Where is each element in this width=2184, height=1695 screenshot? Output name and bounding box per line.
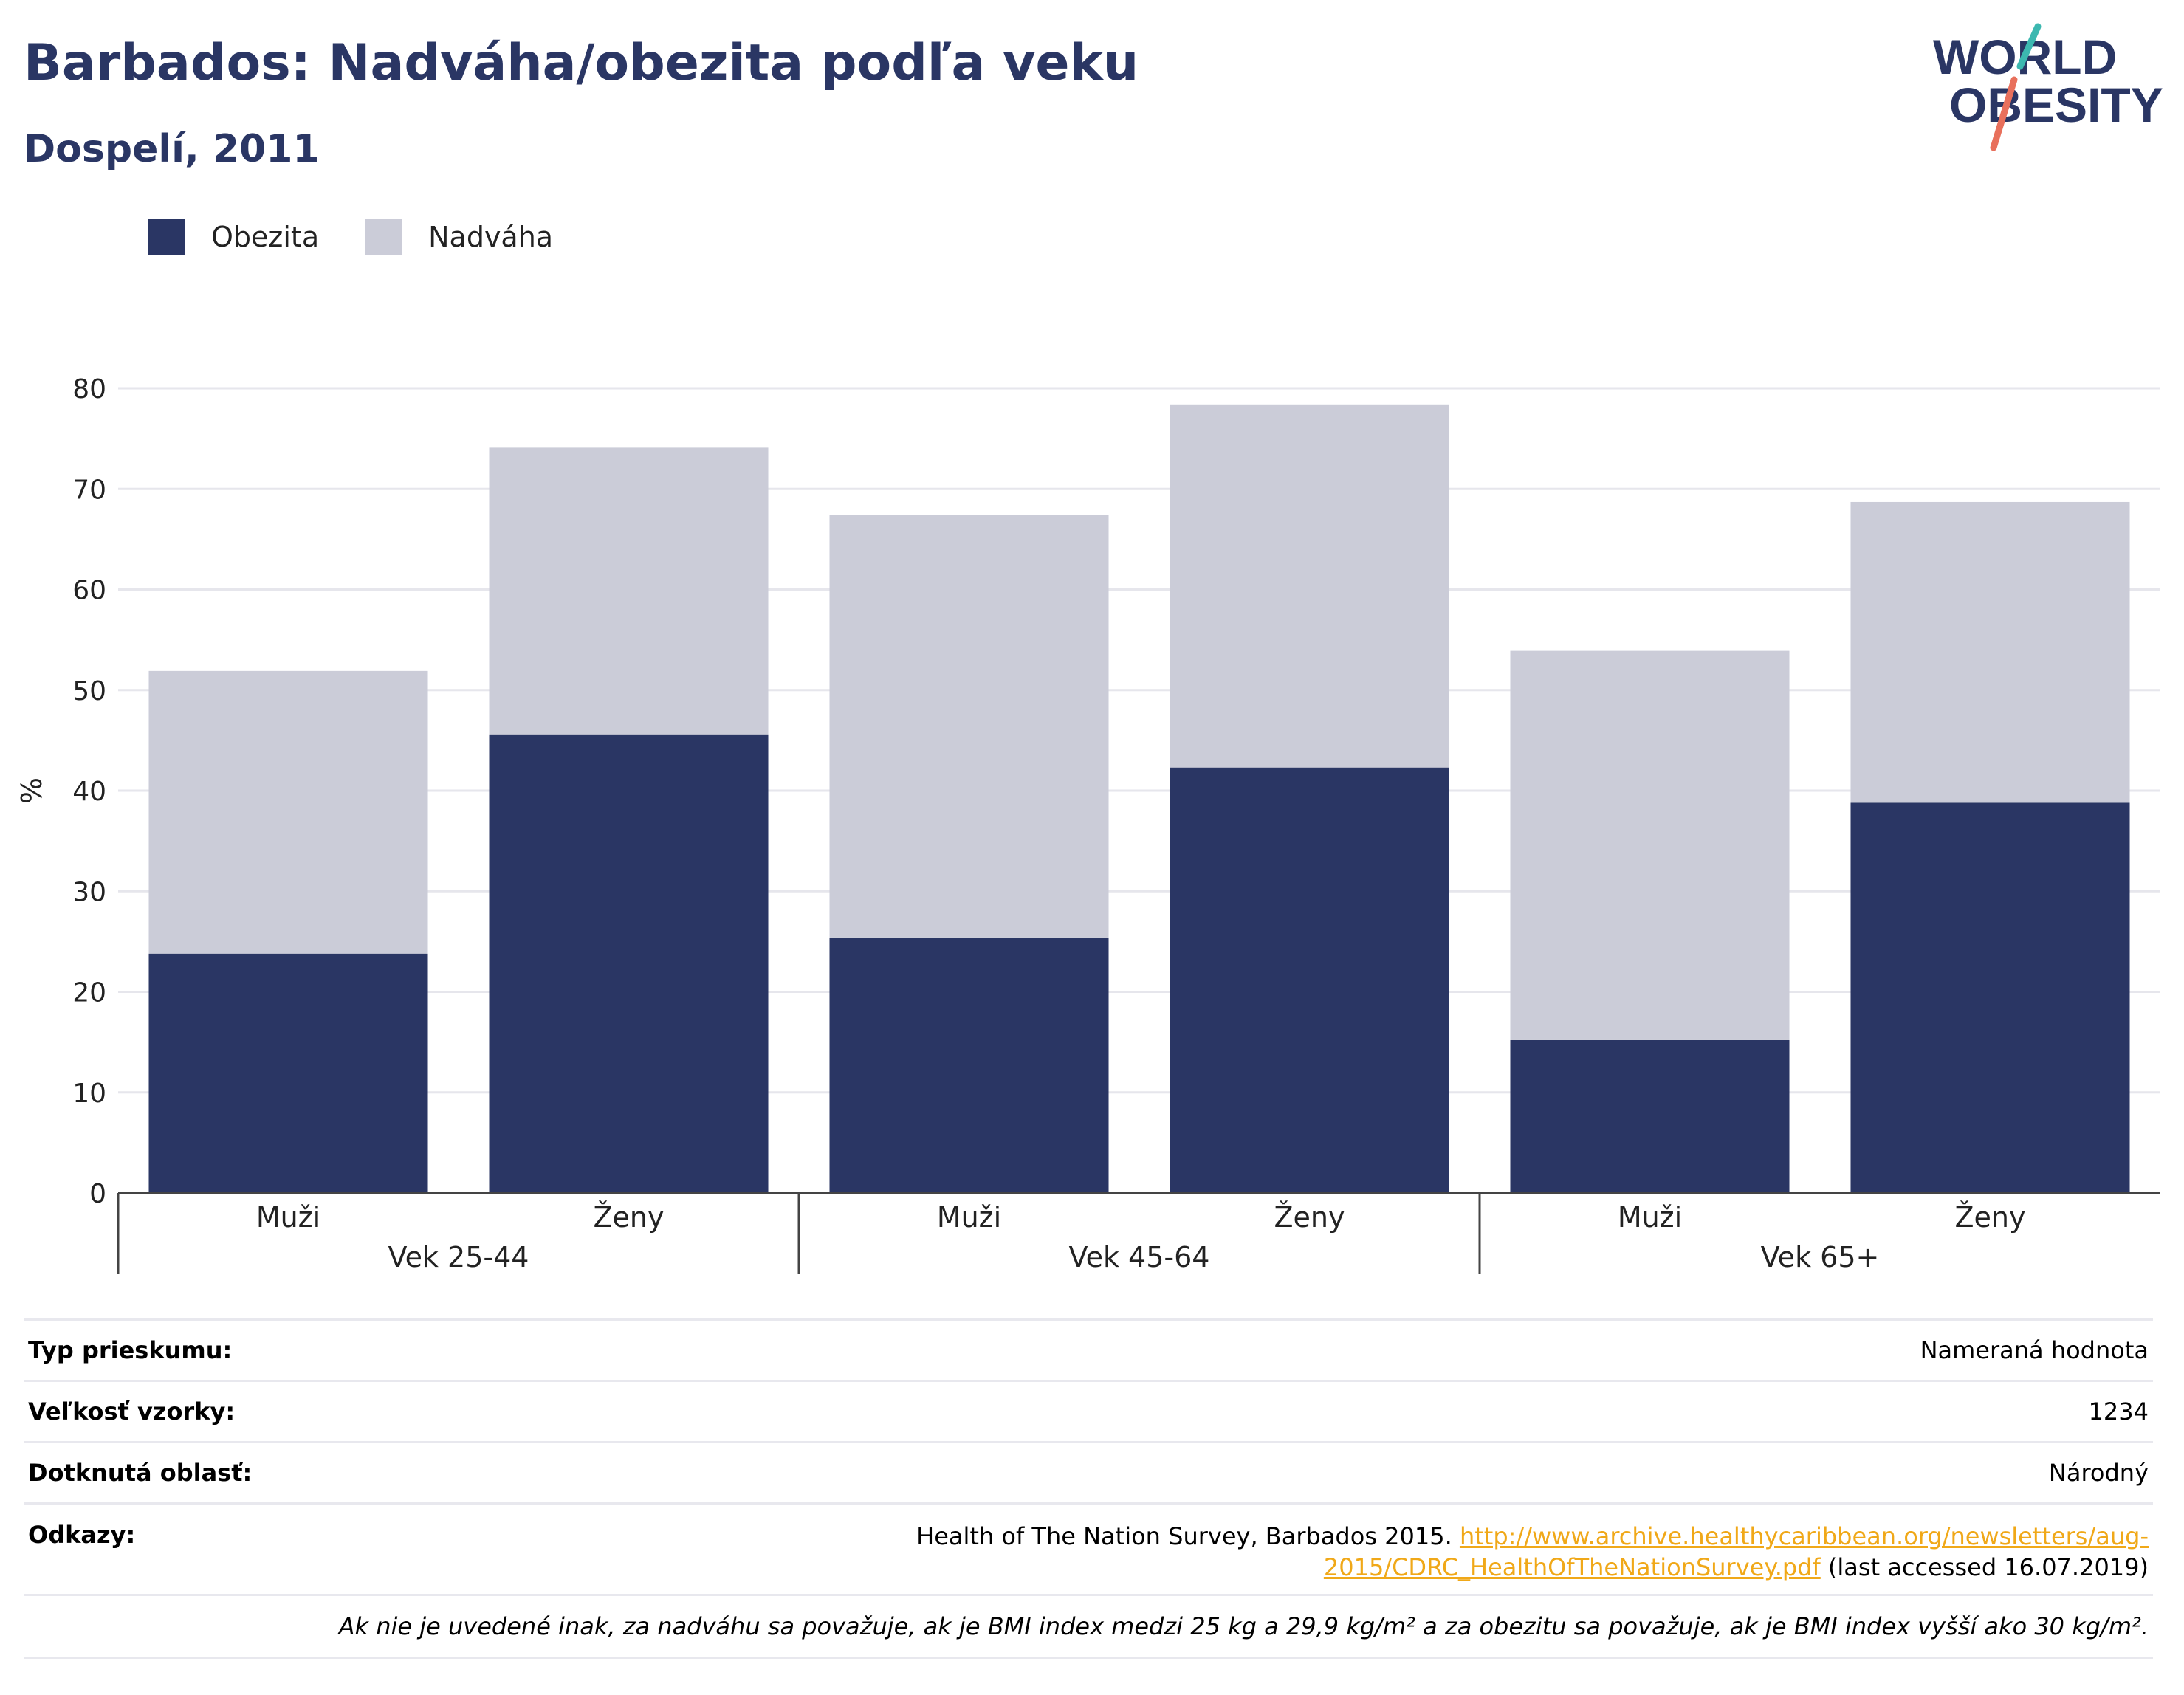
chart-legend: Obezita Nadváha <box>148 219 599 255</box>
world-obesity-logo: WORLD OBESITY <box>1933 23 2163 151</box>
bar-obesity <box>1850 802 2130 1193</box>
group-label: Vek 45-64 <box>1069 1241 1210 1273</box>
x-tick-label: Ženy <box>594 1201 665 1234</box>
info-row-note: Ak nie je uvedené inak, za nadváhu sa po… <box>24 1594 2153 1659</box>
group-label: Vek 65+ <box>1761 1241 1880 1273</box>
y-tick-label: 10 <box>72 1079 106 1109</box>
info-row-references: Odkazy: Health of The Nation Survey, Bar… <box>24 1502 2153 1594</box>
survey-info-table: Typ prieskumu: Nameraná hodnota Veľkosť … <box>24 1318 2153 1659</box>
area-label: Dotknutá oblasť: <box>28 1459 253 1487</box>
bar-overweight <box>1170 404 1449 768</box>
legend-swatch-obesity <box>148 219 185 255</box>
references-suffix: (last accessed 16.07.2019) <box>1827 1553 2149 1581</box>
references-value: Health of The Nation Survey, Barbados 20… <box>916 1521 2149 1594</box>
info-row-sample-size: Veľkosť vzorky: 1234 <box>24 1380 2153 1441</box>
y-tick-label: 60 <box>72 576 106 606</box>
x-tick-label: Muži <box>1618 1201 1682 1234</box>
y-tick-label: 80 <box>72 374 106 405</box>
info-row-area: Dotknutá oblasť: Národný <box>24 1441 2153 1502</box>
bar-obesity <box>829 937 1109 1193</box>
bar-obesity <box>489 734 769 1193</box>
references-link-part2[interactable]: 2015/CDRC_HealthOfTheNationSurvey.pdf <box>1323 1553 1821 1581</box>
y-tick-label: 0 <box>89 1179 106 1209</box>
y-tick-label: 20 <box>72 978 106 1008</box>
y-tick-label: 70 <box>72 475 106 505</box>
bar-obesity <box>148 953 428 1193</box>
x-tick-label: Muži <box>937 1201 1001 1234</box>
legend-label-overweight: Nadváha <box>428 221 554 253</box>
stacked-bar-chart: 0 10 20 30 40 50 60 70 80% Muži Ženy Muži Ženy Muži Že… <box>16 374 2160 1274</box>
area-value: Národný <box>2048 1459 2149 1487</box>
legend-label-obesity: Obezita <box>211 221 320 253</box>
x-tick-label: Muži <box>256 1201 320 1234</box>
bar-obesity <box>1510 1039 1790 1193</box>
info-row-survey-type: Typ prieskumu: Nameraná hodnota <box>24 1318 2153 1380</box>
bar-overweight <box>829 515 1109 938</box>
x-tick-label: Ženy <box>1274 1201 1345 1234</box>
y-tick-label: 50 <box>72 676 106 706</box>
sample-size-value: 1234 <box>2088 1397 2149 1426</box>
references-link-part1[interactable]: http://www.archive.healthycaribbean.org/… <box>1459 1522 2149 1550</box>
survey-type-value: Nameraná hodnota <box>1920 1336 2149 1364</box>
chart-title: Barbados: Nadváha/obezita podľa veku <box>24 34 1139 92</box>
group-label: Vek 25-44 <box>388 1241 529 1273</box>
references-text: Health of The Nation Survey, Barbados 20… <box>916 1522 1452 1550</box>
bar-obesity <box>1170 767 1449 1193</box>
sample-size-label: Veľkosť vzorky: <box>28 1397 236 1426</box>
logo-word-obesity: OBESITY <box>1949 78 2163 132</box>
y-axis-label: % <box>16 777 48 804</box>
bar-overweight <box>1850 501 2130 803</box>
bmi-note: Ak nie je uvedené inak, za nadváhu sa po… <box>338 1612 2149 1640</box>
chart-subtitle: Dospelí, 2011 <box>24 127 320 171</box>
x-tick-label: Ženy <box>1955 1201 2026 1234</box>
survey-type-label: Typ prieskumu: <box>28 1336 233 1364</box>
bar-overweight <box>489 447 769 735</box>
legend-swatch-overweight <box>365 219 402 255</box>
references-label: Odkazy: <box>28 1521 136 1549</box>
bar-overweight <box>148 670 428 954</box>
y-tick-label: 40 <box>72 777 106 807</box>
bar-overweight <box>1510 650 1790 1040</box>
y-tick-label: 30 <box>72 877 106 907</box>
